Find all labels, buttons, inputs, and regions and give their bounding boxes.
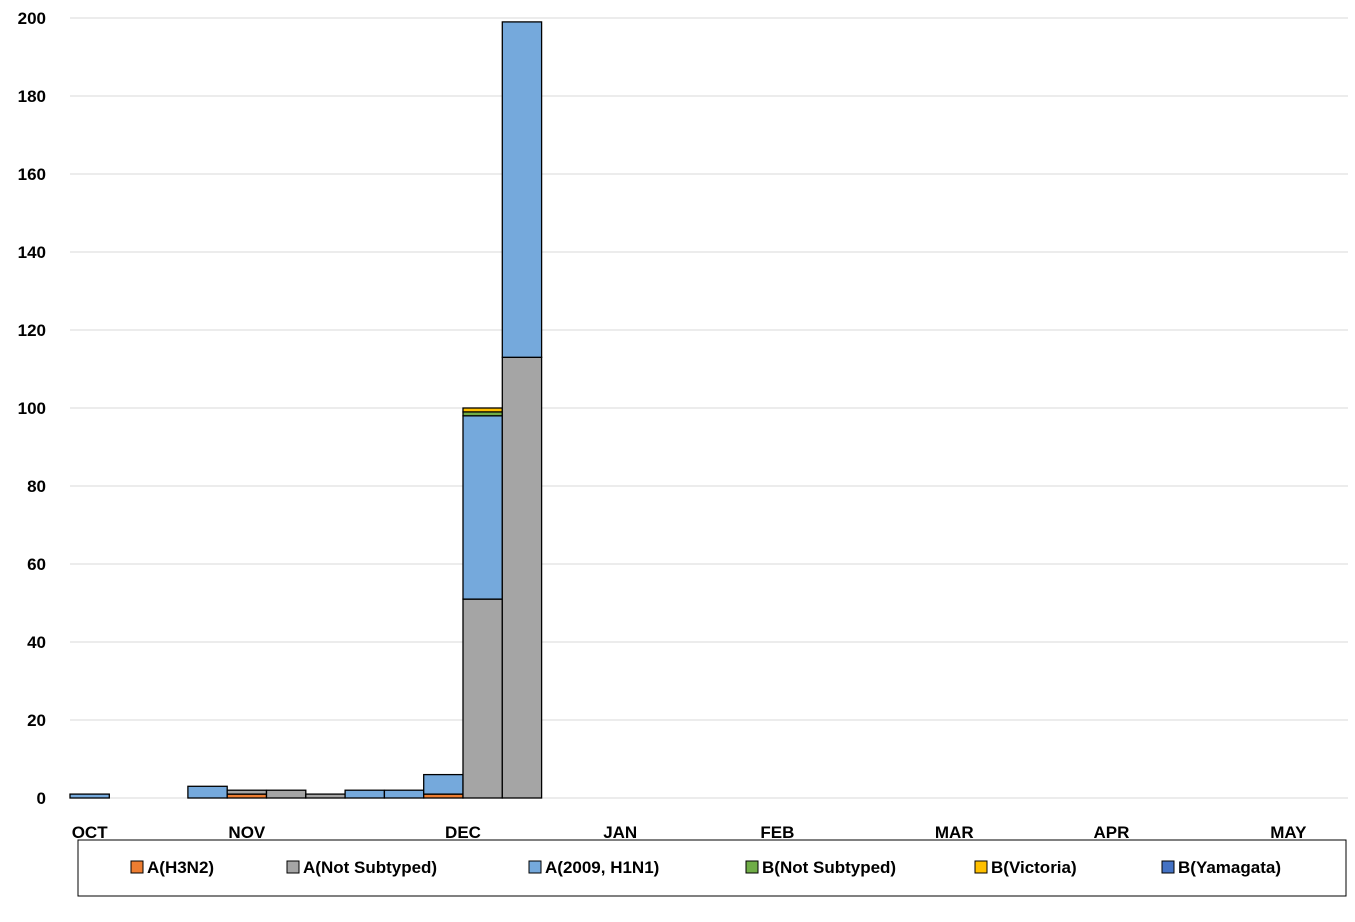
y-tick-label-20: 20 <box>27 711 46 730</box>
legend-swatch-3 <box>745 860 759 874</box>
x-tick-label-nov: NOV <box>228 823 266 842</box>
grid-lines <box>70 17 1348 799</box>
y-tick-label-100: 100 <box>18 399 46 418</box>
y-axis-tick-labels: 0 20 40 60 80 100 120 140 160 180 200 <box>18 9 46 808</box>
y-tick-label-180: 180 <box>18 87 46 106</box>
bar-week-0-series-2 <box>69 793 110 799</box>
y-tick-label-200: 200 <box>18 9 46 28</box>
y-tick-label-120: 120 <box>18 321 46 340</box>
bar-week-3-series-2 <box>187 785 228 799</box>
bars <box>69 21 543 799</box>
legend: A(H3N2) A(Not Subtyped) A(2009, H1N1) B(Not… <box>77 839 1347 897</box>
bar-week-7-series-2 <box>344 789 386 799</box>
x-tick-label-jan: JAN <box>603 823 637 842</box>
bar-week-6-series-1 <box>305 793 346 799</box>
x-tick-label-dec: DEC <box>445 823 481 842</box>
legend-label-0: A(H3N2) <box>147 858 214 877</box>
y-tick-label-160: 160 <box>18 165 46 184</box>
bar-week-11-series-2 <box>501 21 543 358</box>
legend-label-5: B(Yamagata) <box>1178 858 1281 877</box>
y-tick-label-140: 140 <box>18 243 46 262</box>
bar-week-8-series-2 <box>383 789 425 799</box>
legend-swatch-5 <box>1161 860 1175 874</box>
y-tick-label-60: 60 <box>27 555 46 574</box>
legend-swatch-2 <box>528 860 542 874</box>
x-tick-label-apr: APR <box>1093 823 1129 842</box>
legend-swatch-0 <box>130 860 144 874</box>
bar-week-11-series-1 <box>501 356 543 799</box>
x-tick-label-feb: FEB <box>760 823 794 842</box>
y-tick-label-80: 80 <box>27 477 46 496</box>
bar-week-9-series-2 <box>423 773 464 795</box>
legend-label-3: B(Not Subtyped) <box>762 858 896 877</box>
legend-swatch-1 <box>286 860 300 874</box>
bar-week-10-series-1 <box>462 598 503 799</box>
legend-frame <box>77 839 1347 897</box>
legend-label-1: A(Not Subtyped) <box>303 858 437 877</box>
bar-week-10-series-4 <box>462 407 503 413</box>
bar-week-5-series-1 <box>265 789 307 799</box>
legend-label-4: B(Victoria) <box>991 858 1077 877</box>
bar-week-4-series-1 <box>226 789 268 795</box>
y-tick-label-40: 40 <box>27 633 46 652</box>
y-tick-label-0: 0 <box>37 789 46 808</box>
legend-label-2: A(2009, H1N1) <box>545 858 659 877</box>
legend-swatch-4 <box>974 860 988 874</box>
x-tick-label-oct: OCT <box>72 823 109 842</box>
bar-week-10-series-2 <box>462 415 503 600</box>
x-tick-label-may: MAY <box>1270 823 1307 842</box>
x-tick-label-mar: MAR <box>935 823 974 842</box>
x-axis-month-labels: OCT NOV DEC JAN FEB MAR APR MAY <box>72 823 1307 842</box>
